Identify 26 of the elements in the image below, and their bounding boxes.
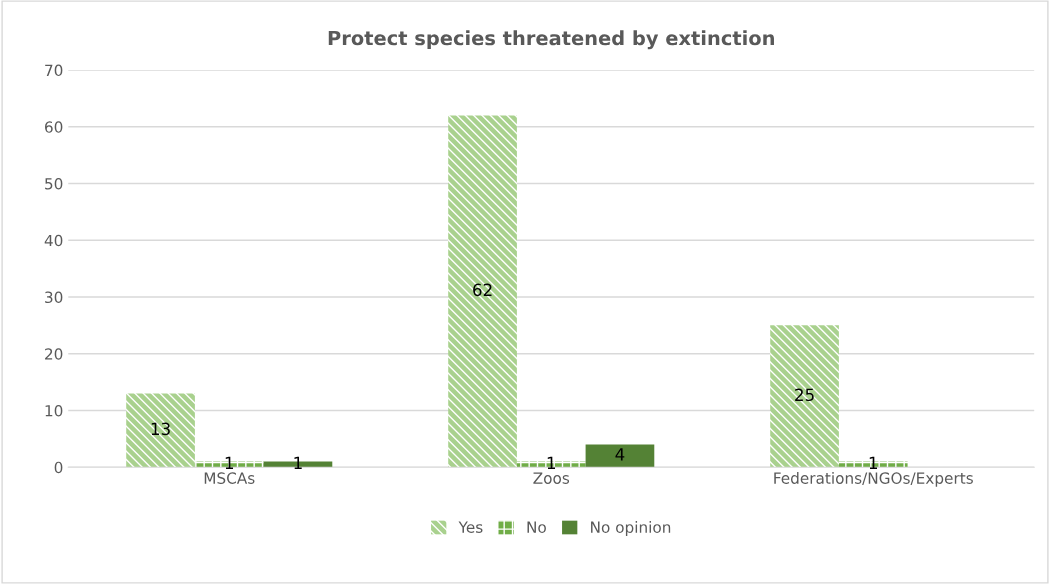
y-tick-label: 50 (45, 178, 63, 190)
data-label: 13 (151, 422, 170, 436)
y-tick-label: 70 (45, 64, 63, 77)
bar (126, 393, 195, 468)
bar (585, 444, 655, 468)
legend-label: Yes (458, 521, 483, 533)
data-label: 62 (473, 283, 492, 297)
x-tick-label: Zoos (533, 472, 570, 484)
data-label: 25 (795, 388, 814, 402)
y-tick-label: 20 (45, 348, 63, 360)
data-label: 4 (615, 448, 625, 461)
y-tick-label: 0 (54, 461, 63, 474)
y-tick-label: 40 (44, 234, 63, 247)
bar (448, 115, 517, 468)
data-label: 1 (225, 456, 234, 469)
data-label: 1 (547, 456, 556, 469)
legend-label: No opinion (591, 521, 671, 536)
chart-title: Protect species threatened by extinction (328, 30, 774, 50)
data-label: 1 (869, 456, 878, 469)
y-tick-label: 30 (45, 291, 63, 304)
bar (770, 325, 839, 468)
y-tick-label: 10 (45, 404, 63, 417)
x-tick-label: MSCAs (204, 472, 255, 484)
legend-label: No (527, 521, 546, 533)
y-tick-label: 60 (45, 121, 63, 133)
x-tick-label: Federations/NGOs/Experts (774, 472, 973, 487)
